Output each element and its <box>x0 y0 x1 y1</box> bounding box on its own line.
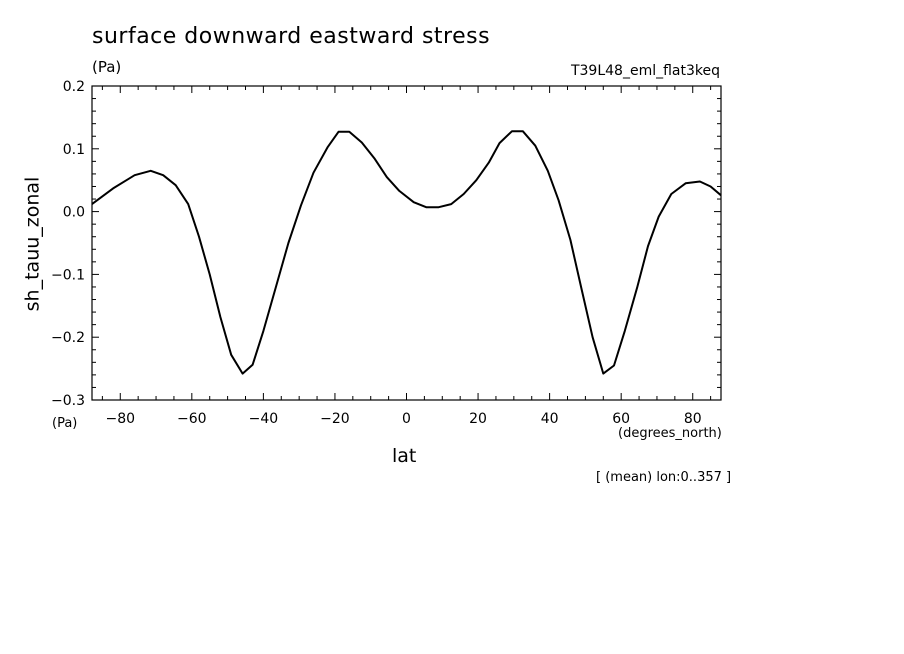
x-tick-label: −80 <box>105 411 135 427</box>
y-tick-label: −0.2 <box>51 330 85 346</box>
x-tick-label: 40 <box>541 411 559 427</box>
plot-frame <box>91 85 722 401</box>
x-tick-label: 80 <box>684 411 702 427</box>
x-tick-label: −20 <box>320 411 350 427</box>
y-tick-label: 0.0 <box>63 205 85 221</box>
x-tick-label: −40 <box>249 411 279 427</box>
x-tick-label: 0 <box>402 411 411 427</box>
chart-title: surface downward eastward stress <box>92 24 491 49</box>
y-units-label: (Pa) <box>52 416 78 431</box>
x-axis-label: lat <box>392 445 417 467</box>
y-tick-label: 0.1 <box>63 142 85 158</box>
x-units-label: (degrees_north) <box>618 426 722 441</box>
y-tick-label: −0.1 <box>51 267 85 283</box>
units-label-top: (Pa) <box>92 58 122 76</box>
x-tick-label: −60 <box>177 411 207 427</box>
ticks-layer <box>92 85 721 401</box>
averaging-note: [ (mean) lon:0..357 ] <box>596 470 732 485</box>
y-tick-label: 0.2 <box>63 79 85 95</box>
tick-labels-layer: −80 −60 −40 −20 0 20 40 60 80 −0.3 −0.2 −0.1 0.0 0.1 0… <box>51 79 702 427</box>
x-tick-label: 60 <box>612 411 630 427</box>
series-line <box>91 130 722 375</box>
x-tick-label: 20 <box>469 411 487 427</box>
y-tick-label: −0.3 <box>51 393 85 409</box>
run-name-label: T39L48_eml_flat3keq <box>570 63 720 79</box>
